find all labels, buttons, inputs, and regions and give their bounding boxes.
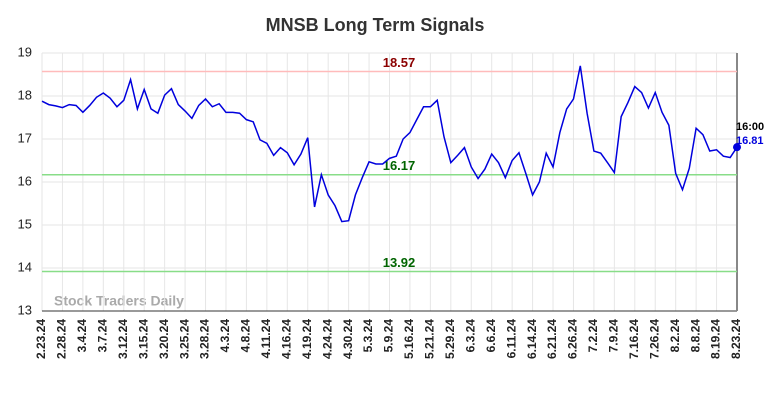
x-tick-label: 6.3.24 bbox=[463, 319, 477, 353]
x-tick-label: 5.29.24 bbox=[443, 319, 457, 359]
x-tick-label: 5.21.24 bbox=[423, 319, 437, 359]
y-tick-label: 14 bbox=[18, 259, 32, 274]
x-tick-label: 4.19.24 bbox=[300, 319, 314, 359]
x-tick-label: 3.12.24 bbox=[116, 319, 130, 359]
x-tick-label: 3.25.24 bbox=[177, 319, 191, 359]
last-point bbox=[733, 143, 741, 152]
y-tick-label: 19 bbox=[18, 44, 32, 59]
y-tick-label: 13 bbox=[18, 302, 32, 317]
x-tick-label: 3.4.24 bbox=[75, 319, 89, 353]
price-line bbox=[41, 65, 738, 223]
x-tick-label: 4.24.24 bbox=[320, 319, 334, 359]
y-tick-label: 15 bbox=[18, 216, 32, 231]
signal-label: 13.92 bbox=[383, 255, 416, 270]
x-tick-label: 5.3.24 bbox=[361, 319, 375, 353]
x-tick-label: 8.19.24 bbox=[709, 319, 723, 359]
watermark: Stock Traders Daily bbox=[54, 293, 184, 309]
x-tick-label: 3.15.24 bbox=[136, 319, 150, 359]
x-tick-label: 3.20.24 bbox=[157, 319, 171, 359]
signal-label: 18.57 bbox=[383, 55, 416, 70]
x-tick-label: 5.9.24 bbox=[382, 319, 396, 353]
x-tick-label: 7.2.24 bbox=[586, 319, 600, 353]
x-tick-label: 4.8.24 bbox=[239, 319, 253, 353]
y-tick-label: 17 bbox=[18, 130, 32, 145]
y-tick-label: 16 bbox=[18, 173, 32, 188]
last-time: 16:00 bbox=[736, 121, 764, 133]
x-tick-label: 7.16.24 bbox=[627, 319, 641, 359]
x-tick-label: 8.8.24 bbox=[688, 319, 702, 353]
y-tick-label: 18 bbox=[18, 87, 32, 102]
x-tick-label: 7.26.24 bbox=[647, 319, 661, 359]
x-tick-label: 6.26.24 bbox=[566, 319, 580, 359]
x-tick-label: 2.23.24 bbox=[34, 319, 48, 359]
x-tick-label: 6.11.24 bbox=[504, 319, 518, 359]
signal-label: 16.17 bbox=[383, 158, 416, 173]
last-value: 16.81 bbox=[736, 135, 764, 147]
x-tick-label: 3.7.24 bbox=[95, 319, 109, 353]
x-tick-label: 4.11.24 bbox=[259, 319, 273, 359]
x-tick-label: 8.23.24 bbox=[729, 319, 743, 359]
x-tick-label: 6.14.24 bbox=[525, 319, 539, 359]
x-tick-label: 6.21.24 bbox=[545, 319, 559, 359]
x-tick-label: 2.28.24 bbox=[55, 319, 69, 359]
x-tick-label: 4.3.24 bbox=[218, 319, 232, 353]
x-tick-label: 5.16.24 bbox=[402, 319, 416, 359]
x-tick-label: 4.30.24 bbox=[341, 319, 355, 359]
x-tick-label: 3.28.24 bbox=[198, 319, 212, 359]
chart-title: MNSB Long Term Signals bbox=[266, 15, 485, 35]
x-tick-label: 6.6.24 bbox=[484, 319, 498, 353]
x-tick-label: 8.2.24 bbox=[668, 319, 682, 353]
x-tick-label: 4.16.24 bbox=[279, 319, 293, 359]
x-tick-label: 7.9.24 bbox=[607, 319, 621, 353]
